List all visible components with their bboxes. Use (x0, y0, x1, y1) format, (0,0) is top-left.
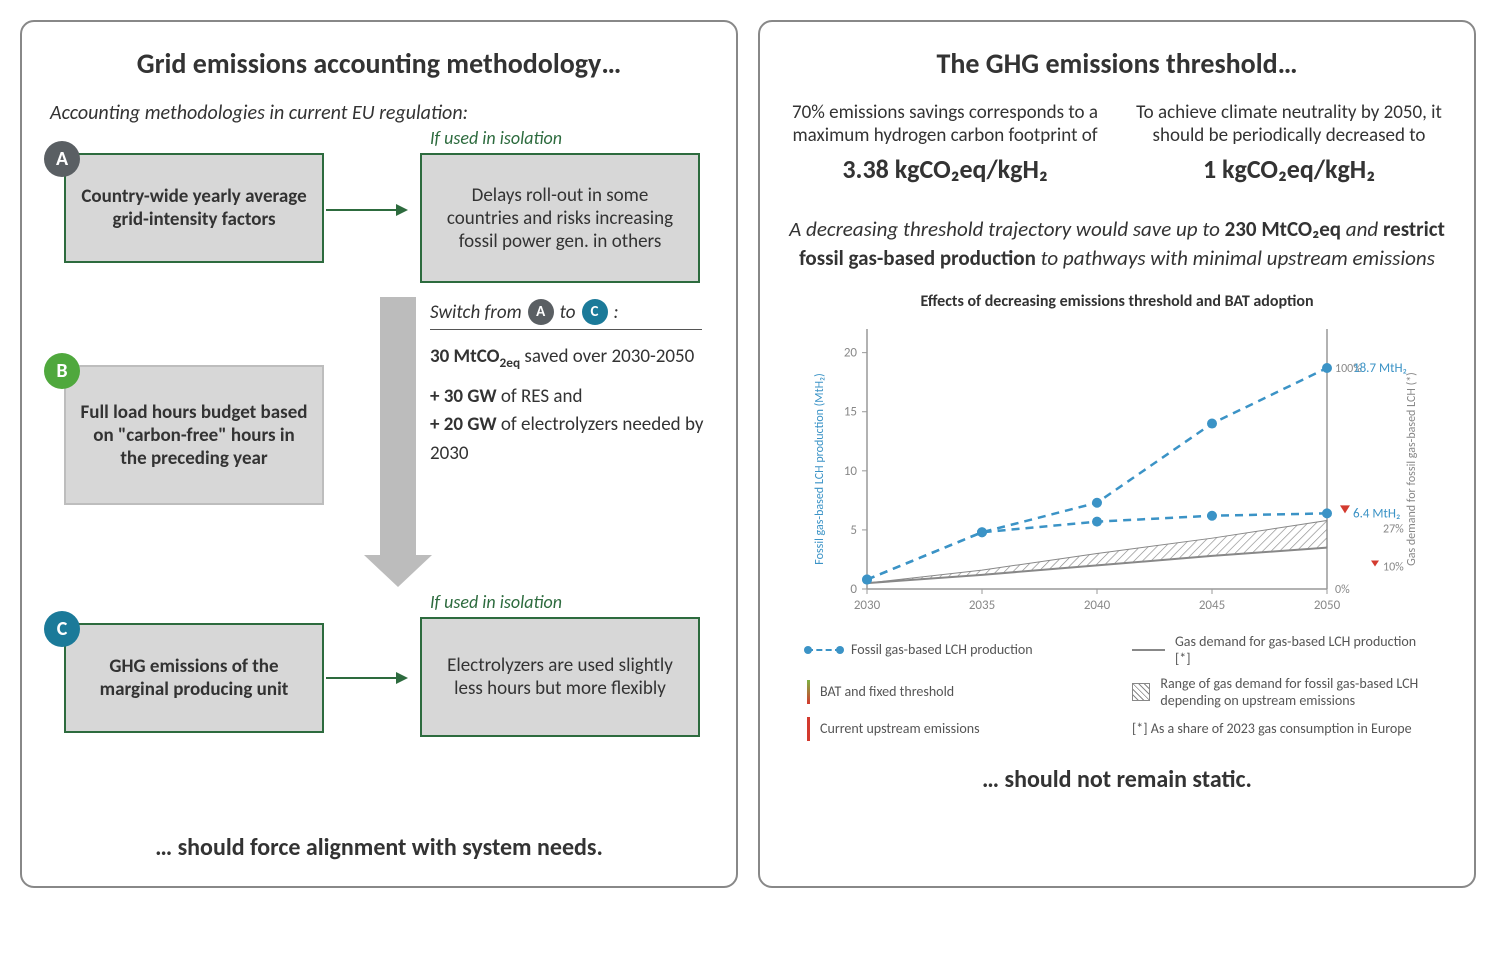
right-title: The GHG emissions threshold… (788, 46, 1446, 81)
left-subtitle: Accounting methodologies in current EU r… (50, 101, 708, 125)
svg-text:15: 15 (844, 405, 857, 420)
svg-text:27%: 27% (1383, 523, 1404, 537)
svg-text:6.4 MtH₂: 6.4 MtH₂ (1353, 506, 1400, 521)
svg-text:10%: 10% (1383, 560, 1404, 574)
left-bottom: … should force alignment with system nee… (50, 833, 708, 862)
legend-dash-icon (807, 649, 841, 651)
switch-line1: 30 MtCO2eq saved over 2030-2050 (430, 343, 710, 373)
badge-a: A (44, 141, 80, 177)
switch-header: Switch from A to C : (430, 299, 702, 330)
svg-text:2030: 2030 (854, 598, 881, 613)
left-diagram: A Country-wide yearly average grid-inten… (50, 131, 708, 821)
svg-text:2040: 2040 (1084, 598, 1111, 613)
svg-text:18.7 MtH₂: 18.7 MtH₂ (1353, 361, 1407, 376)
svg-text:Gas demand for fossil gas-base: Gas demand for fossil gas-based LCH (*) (1405, 372, 1419, 566)
legend-4: Range of gas demand for fossil gas-based… (1132, 675, 1427, 709)
svg-text:20: 20 (844, 345, 858, 360)
box-a-method: Country-wide yearly average grid-intensi… (64, 153, 324, 263)
legend-3: BAT and fixed threshold (807, 675, 1102, 709)
switch-line2: + 30 GW of RES and + 20 GW of electrolyz… (430, 383, 710, 469)
mini-badge-c: C (582, 299, 608, 325)
legend-red-icon (807, 717, 810, 741)
svg-text:0: 0 (850, 582, 857, 597)
chart: 05101520203020352040204520500%100%18.7 M… (807, 319, 1427, 619)
svg-text:10: 10 (844, 464, 858, 479)
chart-title: Effects of decreasing emissions threshol… (788, 292, 1446, 311)
legend-note: [*] As a share of 2023 gas consumption i… (1132, 717, 1427, 741)
svg-text:2045: 2045 (1199, 598, 1225, 613)
two-panel-container: Grid emissions accounting methodology… A… (20, 20, 1476, 888)
box-c-method: GHG emissions of the marginal producing … (64, 623, 324, 733)
right-panel: The GHG emissions threshold… 70% emissio… (758, 20, 1476, 888)
legend-5: Current upstream emissions (807, 717, 1102, 741)
legend-hatch-icon (1132, 683, 1150, 701)
big-down-arrow (380, 297, 416, 557)
left-title: Grid emissions accounting methodology… (50, 46, 708, 81)
box-b-method: Full load hours budget based on "carbon-… (64, 365, 324, 505)
legend-solid-icon (1132, 649, 1165, 651)
stat-2: To achieve climate neutrality by 2050, i… (1132, 101, 1446, 185)
trajectory-text: A decreasing threshold trajectory would … (788, 215, 1446, 274)
chart-svg: 05101520203020352040204520500%100%18.7 M… (807, 319, 1427, 619)
mini-badge-a: A (528, 299, 554, 325)
left-panel: Grid emissions accounting methodology… A… (20, 20, 738, 888)
box-c-result: Electrolyzers are used slightly less hou… (420, 617, 700, 737)
svg-text:5: 5 (850, 523, 857, 538)
badge-c: C (44, 611, 80, 647)
badge-b: B (44, 353, 80, 389)
legend-grad-icon (807, 680, 810, 704)
svg-text:0%: 0% (1335, 583, 1350, 597)
legend-1: Fossil gas-based LCH production (807, 633, 1102, 667)
right-bottom: … should not remain static. (788, 765, 1446, 794)
svg-text:Fossil gas-based LCH productio: Fossil gas-based LCH production (MtH₂) (813, 373, 827, 564)
switch-body: 30 MtCO2eq saved over 2030-2050 + 30 GW … (430, 343, 710, 468)
iso-label-c: If used in isolation (430, 591, 562, 613)
svg-text:2035: 2035 (969, 598, 995, 613)
svg-text:2050: 2050 (1314, 598, 1341, 613)
box-a-result: Delays roll-out in some countries and ri… (420, 153, 700, 283)
stat-1: 70% emissions savings corresponds to a m… (788, 101, 1102, 185)
arrow-c (326, 677, 406, 679)
arrow-a (326, 209, 406, 211)
iso-label-a: If used in isolation (430, 127, 562, 149)
legend-2: Gas demand for gas-based LCH production … (1132, 633, 1427, 667)
legend: Fossil gas-based LCH production Gas dema… (807, 629, 1427, 745)
stat-row: 70% emissions savings corresponds to a m… (788, 101, 1446, 185)
